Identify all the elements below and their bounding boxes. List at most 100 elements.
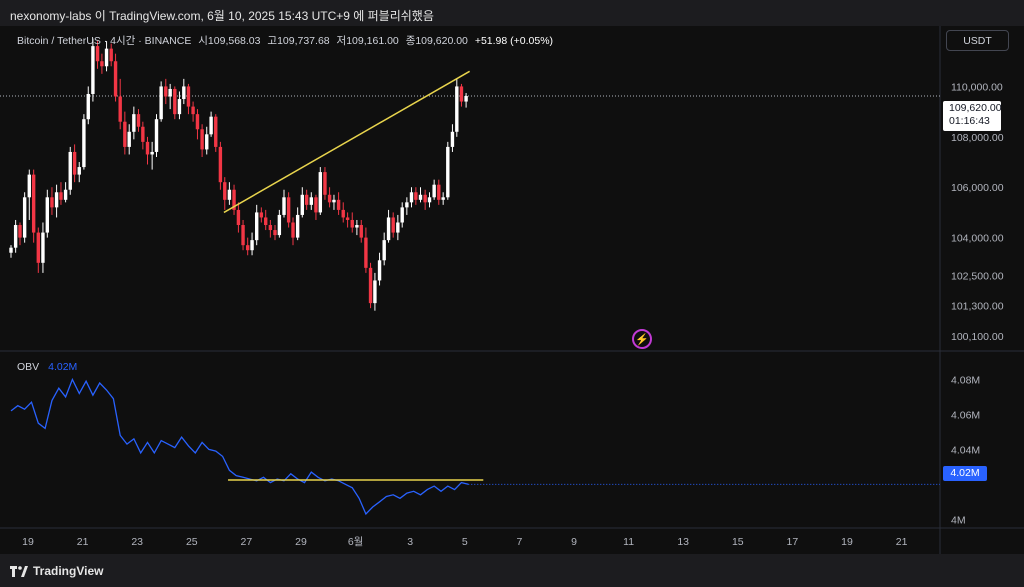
bar-countdown-label: 01:16:43 [949, 115, 990, 127]
time-tick-label: 21 [77, 536, 89, 548]
price-trendline [223, 70, 471, 214]
candle-up [63, 189, 68, 200]
time-tick-label: 21 [896, 536, 908, 548]
candle-up [68, 151, 72, 190]
obv-legend: OBV 4.02M [17, 361, 77, 373]
candle-down [141, 126, 145, 142]
candle-down [191, 106, 195, 115]
time-tick-label: 9 [571, 536, 577, 548]
obv-series-line [10, 377, 469, 516]
candle-down [304, 194, 309, 205]
current-price-label: 109,620.00 [949, 102, 1002, 114]
candle-up [450, 131, 455, 147]
candle-up [182, 86, 186, 100]
candle-up [250, 240, 254, 251]
time-tick-label: 3 [407, 536, 413, 548]
obv-tick-label: 4.06M [951, 409, 980, 421]
candle-down [136, 114, 141, 127]
tradingview-logo[interactable]: TradingView [10, 564, 103, 578]
candle-up [13, 225, 18, 248]
candle-up [282, 197, 286, 215]
candle-down [173, 88, 177, 115]
candle-up [205, 134, 209, 150]
candle-down [286, 197, 291, 223]
candle-up [255, 212, 259, 241]
current-price-tag: 109,620.00 01:16:43 [943, 101, 1002, 131]
candle-up [77, 167, 81, 175]
candle-up [382, 240, 386, 261]
candle-up [377, 260, 382, 281]
candle-down [214, 116, 218, 147]
candle-up [332, 199, 336, 203]
candle-down [414, 192, 418, 200]
candle-up [45, 197, 50, 233]
candle-up [154, 119, 159, 152]
candle-up [132, 114, 136, 132]
publish-caption: nexonomy-labs 이 TradingView.com, 6월 10, … [10, 9, 434, 23]
candle-down [327, 194, 332, 203]
candle-down [259, 212, 264, 218]
lightning-bolt-icon[interactable]: ⚡ [632, 329, 652, 349]
candle-up [295, 214, 300, 238]
brand-name: TradingView [33, 564, 104, 578]
obv-name[interactable]: OBV [17, 361, 40, 373]
candle-up [127, 131, 131, 147]
candle-down [359, 225, 363, 238]
candle-down [323, 172, 327, 195]
candle-down [123, 121, 127, 147]
time-tick-label: 27 [241, 536, 253, 548]
candle-down [368, 267, 373, 304]
price-tick-label: 106,000.00 [951, 182, 1004, 194]
candle-down [291, 222, 295, 238]
candle-up [54, 192, 59, 208]
candle-up [159, 86, 163, 120]
time-tick-label: 6월 [348, 536, 364, 548]
candle-up [300, 194, 304, 215]
candle-down [118, 96, 122, 122]
candle-up [432, 184, 436, 198]
candle-down [31, 174, 36, 233]
time-tick-label: 13 [677, 536, 689, 548]
candle-down [223, 182, 227, 200]
obv-tick-label: 4.04M [951, 444, 980, 456]
symbol-title[interactable]: Bitcoin / TetherUS · 4시간 · BINANCE [17, 35, 192, 47]
obv-value: 4.02M [48, 361, 78, 373]
candle-down [345, 217, 350, 220]
candle-up [150, 151, 154, 155]
tradingview-logo-icon [10, 565, 28, 577]
close-value: 종109,620.00 [405, 35, 468, 47]
candle-up [373, 280, 377, 304]
chart-canvas[interactable]: 112,000.00110,000.00108,000.00106,000.00… [0, 26, 1024, 554]
candle-up [400, 207, 404, 223]
candle-up [409, 192, 414, 203]
currency-button[interactable]: USDT [946, 30, 1009, 51]
candle-up [446, 146, 450, 198]
time-tick-label: 7 [516, 536, 522, 548]
time-tick-label: 17 [787, 536, 799, 548]
candle-down [36, 232, 40, 263]
candle-down [241, 225, 245, 246]
candle-down [50, 197, 54, 208]
candle-up [177, 99, 182, 115]
candle-down [100, 61, 104, 67]
candle-down [423, 194, 427, 203]
open-value: 시109,568.03 [198, 35, 261, 47]
candle-up [396, 222, 400, 233]
candle-down [264, 217, 268, 226]
candle-up [209, 116, 213, 135]
time-tick-label: 29 [295, 536, 307, 548]
candle-down [232, 189, 236, 210]
candle-down [164, 86, 168, 97]
time-tick-label: 19 [22, 536, 34, 548]
symbol-legend: Bitcoin / TetherUS · 4시간 · BINANCE 시109,… [17, 33, 557, 48]
candle-down [95, 46, 100, 62]
candle-down [186, 86, 191, 107]
publish-caption-bar: nexonomy-labs 이 TradingView.com, 6월 10, … [0, 0, 1024, 26]
candle-down [437, 184, 441, 200]
candle-up [418, 194, 423, 200]
candle-down [200, 129, 204, 150]
obv-tick-label: 4.08M [951, 374, 980, 386]
price-tick-label: 110,000.00 [951, 81, 1003, 93]
price-tick-label: 102,500.00 [951, 270, 1004, 282]
candle-down [145, 141, 150, 155]
